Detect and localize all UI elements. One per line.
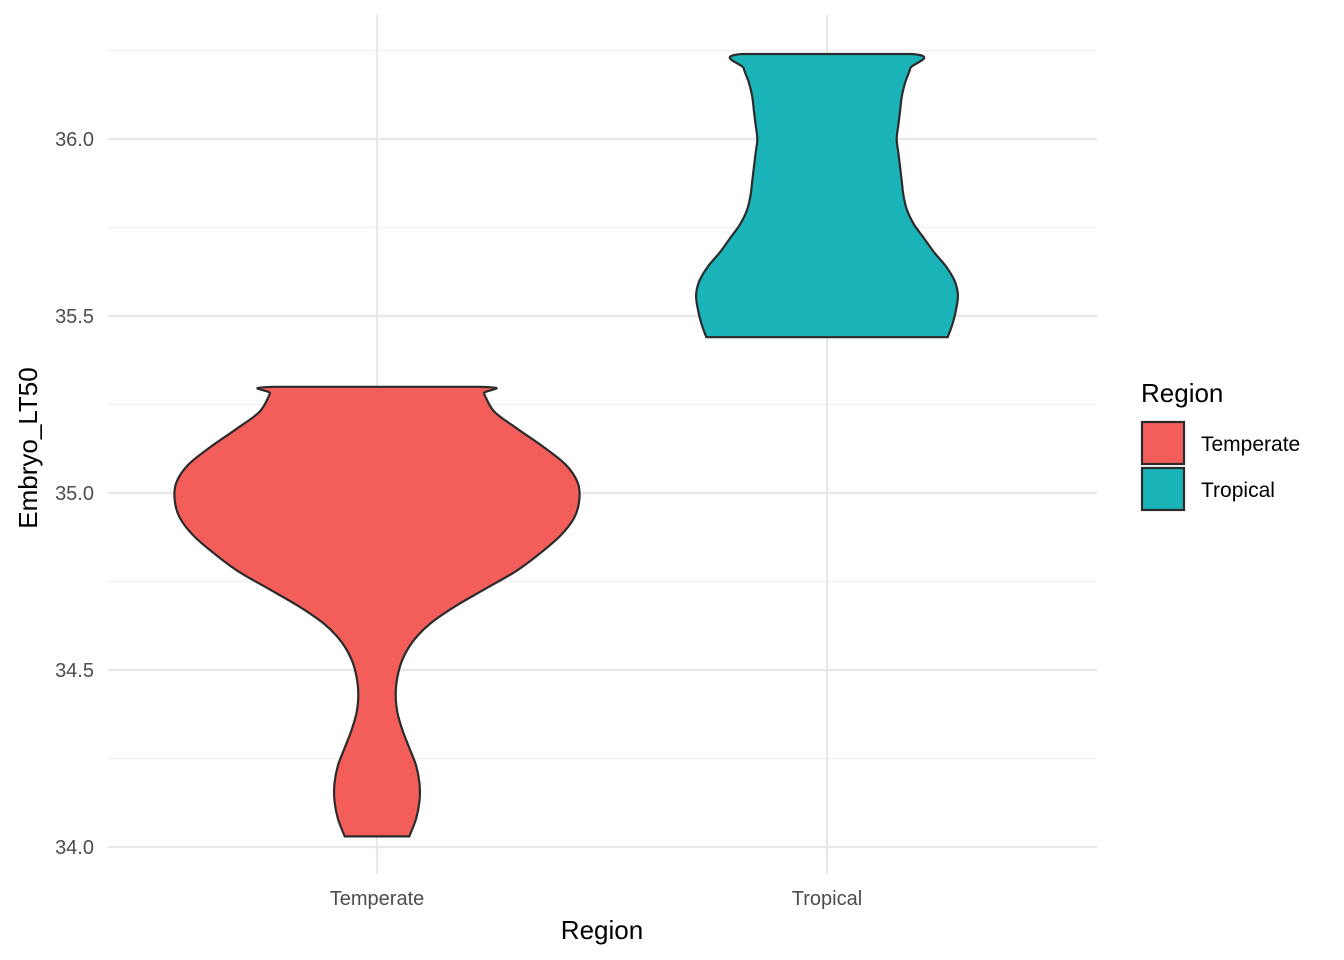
y-tick-label-4: 36.0: [55, 129, 94, 151]
x-axis-title: Region: [561, 915, 643, 945]
y-tick-label-2: 35.0: [55, 483, 94, 505]
legend-key-tropical: [1140, 466, 1186, 512]
violin-temperate: [173, 385, 581, 838]
y-tick-label-0: 34.0: [55, 837, 94, 859]
legend: Region Temperate Tropical: [1140, 378, 1300, 512]
y-axis-title: Embryo_LT50: [13, 367, 43, 528]
violins: [173, 52, 960, 838]
legend-key-temperate: [1140, 420, 1186, 466]
x-axis: Temperate Tropical: [330, 868, 862, 910]
y-tick-label-3: 35.5: [55, 306, 94, 328]
legend-label-temperate: Temperate: [1201, 433, 1300, 456]
violin-tropical: [694, 52, 960, 339]
legend-items: Temperate Tropical: [1140, 420, 1300, 512]
y-tick-label-1: 34.5: [55, 660, 94, 682]
x-tick-label-0: Temperate: [330, 888, 425, 910]
legend-title: Region: [1141, 378, 1223, 408]
x-tick-label-1: Tropical: [792, 888, 862, 910]
legend-label-tropical: Tropical: [1201, 479, 1275, 502]
y-axis: 34.0 34.5 35.0 35.5 36.0: [55, 129, 94, 859]
